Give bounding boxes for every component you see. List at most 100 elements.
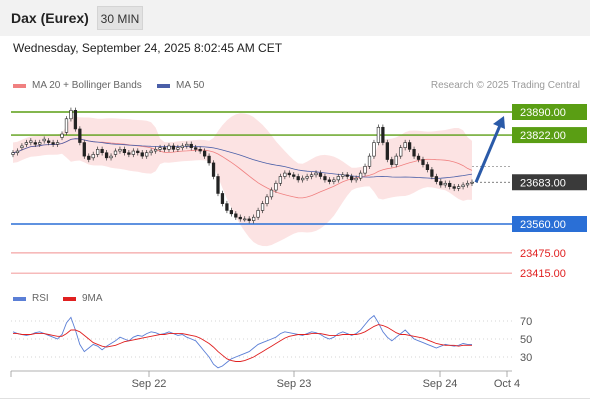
x-tick-label: Sep 23 [277, 378, 312, 390]
candle-body [309, 174, 314, 177]
level-23683-00-box [512, 174, 587, 191]
candle-body [439, 181, 443, 186]
candle-body [82, 142, 86, 157]
chart-header: Dax (Eurex) 30 MIN [0, 0, 590, 36]
candle-body [301, 177, 305, 181]
candle-body [238, 216, 242, 220]
level-23822-00-box [512, 127, 587, 144]
ma50-line [12, 138, 473, 179]
candle-body [278, 176, 283, 184]
x-axis: Sep 22 Sep 23 Sep 24 Oct 4 [10, 370, 520, 390]
price-levels [11, 111, 512, 274]
candle-body [292, 174, 296, 177]
candle-body [216, 176, 220, 194]
level-23890-00-box [512, 104, 587, 120]
candle-body [229, 210, 233, 215]
candle-body [78, 128, 82, 143]
rsi-axis-label: 50 [520, 334, 532, 346]
candle-body [122, 149, 127, 154]
rsi-axis-label: 30 [520, 352, 532, 364]
level-23475-00-label: 23475.00 [520, 248, 566, 260]
candle-body [171, 145, 176, 150]
candle-body [140, 152, 144, 157]
candle-body [381, 126, 385, 143]
candle-body [358, 172, 363, 179]
candle-body [390, 159, 394, 165]
ma50-swatch [157, 83, 170, 88]
candle-body [456, 186, 461, 189]
candle-body [430, 169, 434, 177]
candle-body [269, 189, 274, 198]
candle-body [461, 184, 465, 187]
candle-body [100, 149, 104, 154]
legend-ma50-label: MA 50 [176, 80, 205, 91]
candle-body [265, 196, 269, 204]
candle-body [211, 162, 216, 177]
forecast-arrow [474, 116, 505, 183]
rsi-swatch [13, 296, 26, 301]
candle-body [118, 149, 122, 152]
candle-body [29, 140, 33, 143]
bollinger-bands [13, 113, 472, 247]
candles [11, 107, 474, 224]
candle-body [51, 142, 55, 145]
candle-body [372, 142, 376, 157]
candle-body [162, 147, 167, 150]
candle-body [287, 172, 291, 176]
candle-body [73, 110, 78, 130]
candle-body [87, 155, 91, 160]
level-23560-00-box [512, 216, 587, 232]
candle-body [202, 150, 207, 157]
rsi-ma-swatch [63, 296, 76, 301]
research-credit: Research © 2025 Trading Central [430, 80, 580, 91]
candle-body [198, 149, 202, 152]
candle-body [127, 152, 131, 155]
candle-body [318, 172, 323, 177]
candle-body [323, 176, 327, 181]
candle-body [136, 150, 140, 154]
candle-body [243, 218, 247, 221]
candle-body [394, 155, 398, 165]
rsi-line [12, 314, 472, 369]
candle-body [256, 210, 260, 218]
x-tick-label: Oct 4 [494, 378, 520, 390]
candle-body [47, 140, 51, 143]
candle-body [207, 155, 211, 164]
candle-body [327, 179, 332, 182]
candle-body [145, 152, 149, 157]
candle-body [33, 142, 37, 145]
candle-body [354, 177, 358, 181]
moving-averages [12, 138, 473, 199]
candle-body [225, 203, 229, 211]
candle-body [350, 176, 354, 181]
candle-body [247, 218, 251, 221]
candle-body [189, 143, 193, 148]
candle-body [158, 147, 162, 150]
timeframe-button[interactable]: 30 MIN [97, 6, 143, 30]
candle-body [131, 150, 135, 155]
candle-body [149, 150, 153, 154]
candle-body [42, 138, 46, 142]
level-23890-00-label: 23890.00 [520, 107, 566, 119]
candle-body [185, 143, 189, 147]
level-23683-00-label: 23683.00 [520, 177, 566, 189]
candle-body [274, 182, 278, 191]
legend-ma20-label: MA 20 + Bollinger Bands [32, 80, 142, 91]
candle-body [341, 174, 345, 177]
x-tick-label: Sep 22 [132, 378, 167, 390]
candle-body [11, 152, 15, 155]
candle-body [260, 203, 265, 211]
candle-body [407, 142, 412, 150]
candle-body [345, 174, 349, 177]
candle-body [20, 145, 24, 148]
candle-body [64, 118, 69, 133]
candle-body [167, 145, 171, 150]
candle-body [425, 164, 430, 170]
candle-body [465, 182, 470, 186]
legend-ma50: MA 50 [157, 80, 204, 91]
candle-body [363, 166, 367, 174]
candle-body [55, 142, 60, 145]
candle-body [416, 155, 421, 160]
candle-body [234, 213, 238, 218]
